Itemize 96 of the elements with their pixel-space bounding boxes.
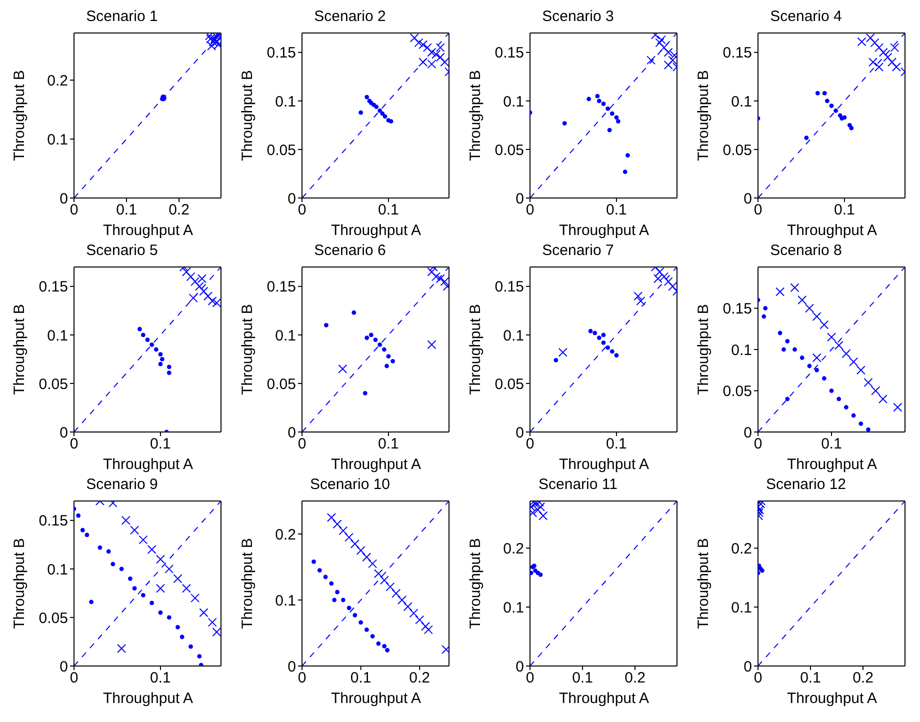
- y-tick-label: 0.15: [266, 278, 296, 296]
- x-tick-label: 0.1: [378, 202, 399, 219]
- y-tick-label: 0: [60, 424, 68, 442]
- y-tick-label: 0.2: [47, 72, 68, 90]
- y-axis-title: Throughput B: [695, 304, 712, 395]
- y-tick-label: 0.1: [503, 93, 524, 110]
- y-tick-label: 0.05: [38, 376, 68, 393]
- chart-title: Scenario 5: [85, 242, 159, 260]
- y-tick-label: 0.1: [503, 327, 524, 344]
- chart-title: Scenario 4: [769, 8, 843, 26]
- y-tick-label: 0.1: [47, 327, 68, 344]
- x-tick-label: 0.2: [168, 202, 190, 219]
- y-tick-label: 0.15: [38, 512, 68, 530]
- x-tick-label: 0.1: [350, 670, 372, 687]
- y-tick-label: 0.1: [731, 342, 752, 359]
- y-tick-label: 0.2: [503, 540, 524, 558]
- y-axis-title: Throughput B: [467, 538, 484, 629]
- x-tick-label: 0.1: [800, 670, 821, 687]
- y-tick-label: 0.05: [494, 142, 524, 159]
- y-tick-label: 0.15: [722, 44, 752, 62]
- x-axis-title: Throughput A: [558, 222, 650, 240]
- x-tick-label: 0.1: [116, 202, 137, 219]
- y-axis-title: Throughput B: [239, 70, 256, 161]
- y-tick-label: 0.1: [731, 599, 752, 616]
- y-tick-label: 0.15: [494, 278, 524, 296]
- chart-title: Scenario 3: [541, 8, 615, 26]
- x-axis-title: Throughput A: [102, 690, 194, 708]
- y-tick-label: 0: [288, 424, 296, 442]
- y-tick-label: 0: [60, 658, 68, 676]
- y-tick-label: 0: [516, 424, 524, 442]
- y-axis-title: Throughput B: [467, 70, 484, 161]
- x-tick-label: 0.1: [821, 436, 842, 453]
- y-tick-label: 0: [744, 424, 752, 442]
- y-tick-label: 0.15: [266, 44, 296, 62]
- x-axis-title: Throughput A: [330, 456, 422, 474]
- y-tick-label: 0: [60, 190, 68, 208]
- y-tick-label: 0.1: [47, 561, 68, 578]
- chart-title: Scenario 10: [308, 476, 392, 494]
- x-tick-label: 0.1: [572, 670, 593, 687]
- y-axis-title: Throughput B: [239, 538, 256, 629]
- x-tick-label: 0.1: [606, 202, 627, 219]
- y-tick-label: 0.1: [275, 592, 296, 610]
- y-tick-label: 0: [288, 190, 296, 208]
- y-tick-label: 0.05: [266, 142, 296, 159]
- y-axis-title: Throughput B: [239, 304, 256, 395]
- x-tick-label: 0.1: [150, 670, 171, 687]
- y-tick-label: 0.1: [275, 93, 296, 110]
- y-axis-title: Throughput B: [467, 304, 484, 395]
- x-axis-title: Throughput A: [102, 456, 194, 474]
- chart-title: Scenario 7: [541, 242, 615, 260]
- y-tick-label: 0.05: [38, 610, 68, 627]
- y-tick-label: 0.15: [494, 44, 524, 62]
- x-tick-label: 0.1: [606, 436, 627, 453]
- y-tick-label: 0.2: [275, 526, 296, 544]
- y-tick-label: 0.05: [722, 142, 752, 159]
- x-axis-title: Throughput A: [558, 690, 650, 708]
- y-tick-label: 0: [516, 190, 524, 208]
- x-tick-label: 0.1: [834, 202, 855, 219]
- chart-title: Scenario 6: [313, 242, 387, 260]
- x-tick-label: 0.1: [378, 436, 399, 453]
- x-axis-title: Throughput A: [786, 456, 878, 474]
- y-tick-label: 0.1: [731, 93, 752, 110]
- y-axis-title: Throughput B: [695, 538, 712, 629]
- chart-title: Scenario 8: [769, 242, 843, 260]
- x-tick-label: 0.2: [409, 670, 430, 687]
- x-tick-label: 0.2: [852, 670, 874, 687]
- chart-title: Scenario 12: [764, 476, 848, 494]
- y-axis-title: Throughput B: [11, 70, 28, 161]
- y-tick-label: 0.05: [266, 376, 296, 393]
- y-tick-label: 0.15: [38, 278, 68, 296]
- y-tick-label: 0.2: [731, 540, 752, 558]
- y-tick-label: 0.15: [722, 300, 752, 318]
- x-tick-label: 0.2: [624, 670, 646, 687]
- y-tick-label: 0.05: [722, 383, 752, 400]
- x-axis-title: Throughput A: [330, 222, 422, 240]
- chart-title: Scenario 1: [85, 8, 159, 26]
- y-tick-label: 0: [744, 190, 752, 208]
- x-axis-title: Throughput A: [558, 456, 650, 474]
- y-tick-label: 0: [744, 658, 752, 676]
- y-axis-title: Throughput B: [695, 70, 712, 161]
- y-tick-label: 0: [288, 658, 296, 676]
- x-axis-title: Throughput A: [786, 222, 878, 240]
- chart-title: Scenario 2: [313, 8, 387, 26]
- y-tick-label: 0.1: [47, 131, 68, 148]
- x-axis-title: Throughput A: [330, 690, 422, 708]
- x-tick-label: 0.1: [150, 436, 171, 453]
- y-axis-title: Throughput B: [11, 304, 28, 395]
- y-tick-label: 0.1: [503, 599, 524, 616]
- y-tick-label: 0: [516, 658, 524, 676]
- chart-title: Scenario 9: [85, 476, 159, 494]
- y-tick-label: 0.1: [275, 327, 296, 344]
- x-axis-title: Throughput A: [102, 222, 194, 240]
- y-axis-title: Throughput B: [11, 538, 28, 629]
- y-tick-label: 0.05: [494, 376, 524, 393]
- x-axis-title: Throughput A: [786, 690, 878, 708]
- chart-title: Scenario 11: [538, 476, 618, 494]
